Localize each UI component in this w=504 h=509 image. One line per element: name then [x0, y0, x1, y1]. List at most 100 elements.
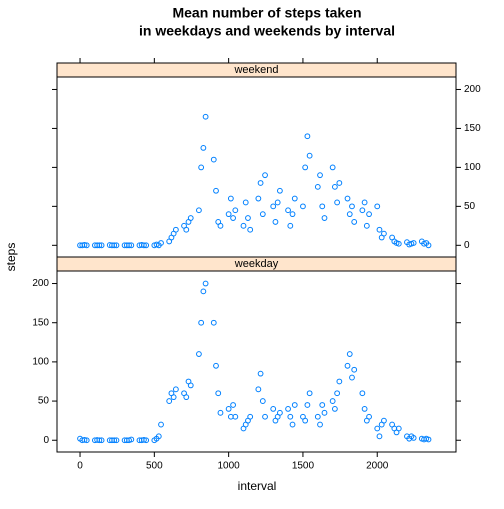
point — [314, 183, 321, 190]
point — [361, 406, 368, 412]
point — [287, 222, 294, 229]
point — [300, 203, 306, 210]
point — [81, 242, 88, 248]
y-tick-label: 200 — [464, 84, 481, 95]
point — [217, 222, 224, 229]
point — [329, 398, 336, 404]
point — [247, 413, 254, 420]
y-tick-label: 100 — [464, 162, 481, 173]
point — [225, 406, 232, 412]
point — [196, 351, 202, 357]
point — [257, 180, 264, 186]
strip-label: weekday — [234, 258, 279, 270]
point — [359, 207, 366, 214]
point — [381, 230, 387, 237]
point — [155, 433, 162, 440]
point — [232, 207, 239, 214]
point — [126, 242, 132, 249]
point — [329, 164, 336, 171]
point — [285, 406, 291, 412]
point — [334, 199, 341, 206]
point — [230, 215, 236, 221]
y-tick-label: 150 — [32, 317, 49, 328]
y-tick-label: 100 — [32, 357, 49, 368]
point — [227, 195, 234, 202]
point — [128, 436, 135, 443]
point — [187, 215, 194, 221]
point — [166, 398, 173, 404]
point — [374, 203, 381, 210]
point — [143, 437, 150, 444]
panel — [56, 270, 457, 453]
point — [215, 390, 222, 397]
point — [410, 240, 417, 246]
point — [376, 226, 383, 233]
point — [349, 203, 355, 210]
point — [262, 172, 268, 179]
point — [374, 425, 381, 432]
x-tick-label: 1000 — [218, 461, 241, 472]
point — [321, 215, 328, 221]
point — [111, 242, 118, 249]
point — [346, 211, 353, 218]
point — [334, 390, 341, 397]
point — [98, 242, 105, 249]
point — [128, 242, 135, 249]
point — [232, 413, 239, 420]
point — [225, 211, 232, 218]
point — [81, 436, 88, 443]
x-tick-label: 500 — [146, 461, 163, 472]
point — [351, 366, 358, 373]
point — [259, 211, 266, 218]
point — [319, 203, 326, 210]
point — [366, 413, 372, 420]
point — [321, 409, 328, 416]
point — [351, 219, 358, 225]
point — [366, 211, 372, 218]
point — [277, 187, 283, 194]
panel — [56, 76, 457, 258]
point — [274, 199, 281, 206]
point — [331, 406, 338, 412]
point — [213, 187, 219, 194]
point — [336, 378, 343, 385]
point — [306, 152, 313, 159]
point — [240, 222, 247, 229]
point — [210, 156, 217, 163]
point — [376, 433, 383, 440]
point — [143, 242, 150, 249]
point — [183, 226, 190, 233]
point — [255, 195, 262, 202]
point — [359, 390, 366, 397]
point — [317, 421, 323, 428]
point — [200, 288, 207, 295]
point — [141, 242, 147, 249]
x-tick-label: 1500 — [292, 461, 315, 472]
point — [111, 437, 118, 444]
point — [210, 319, 217, 326]
point — [302, 417, 309, 424]
point — [98, 437, 105, 444]
point — [346, 351, 353, 357]
point — [289, 211, 296, 218]
point — [259, 398, 266, 404]
point — [291, 195, 298, 202]
point — [158, 240, 164, 246]
point — [425, 242, 432, 249]
point — [196, 207, 202, 214]
point — [381, 417, 387, 424]
point — [113, 437, 120, 444]
y-tick-label: 50 — [38, 396, 50, 407]
point — [255, 386, 262, 393]
point — [349, 374, 355, 381]
point — [317, 172, 323, 179]
point — [277, 409, 283, 416]
point — [202, 280, 209, 287]
point — [306, 390, 313, 397]
y-tick-label: 50 — [464, 201, 476, 212]
point — [344, 195, 351, 202]
point — [257, 370, 264, 377]
point — [319, 402, 326, 408]
point — [285, 207, 291, 214]
point — [96, 242, 103, 249]
